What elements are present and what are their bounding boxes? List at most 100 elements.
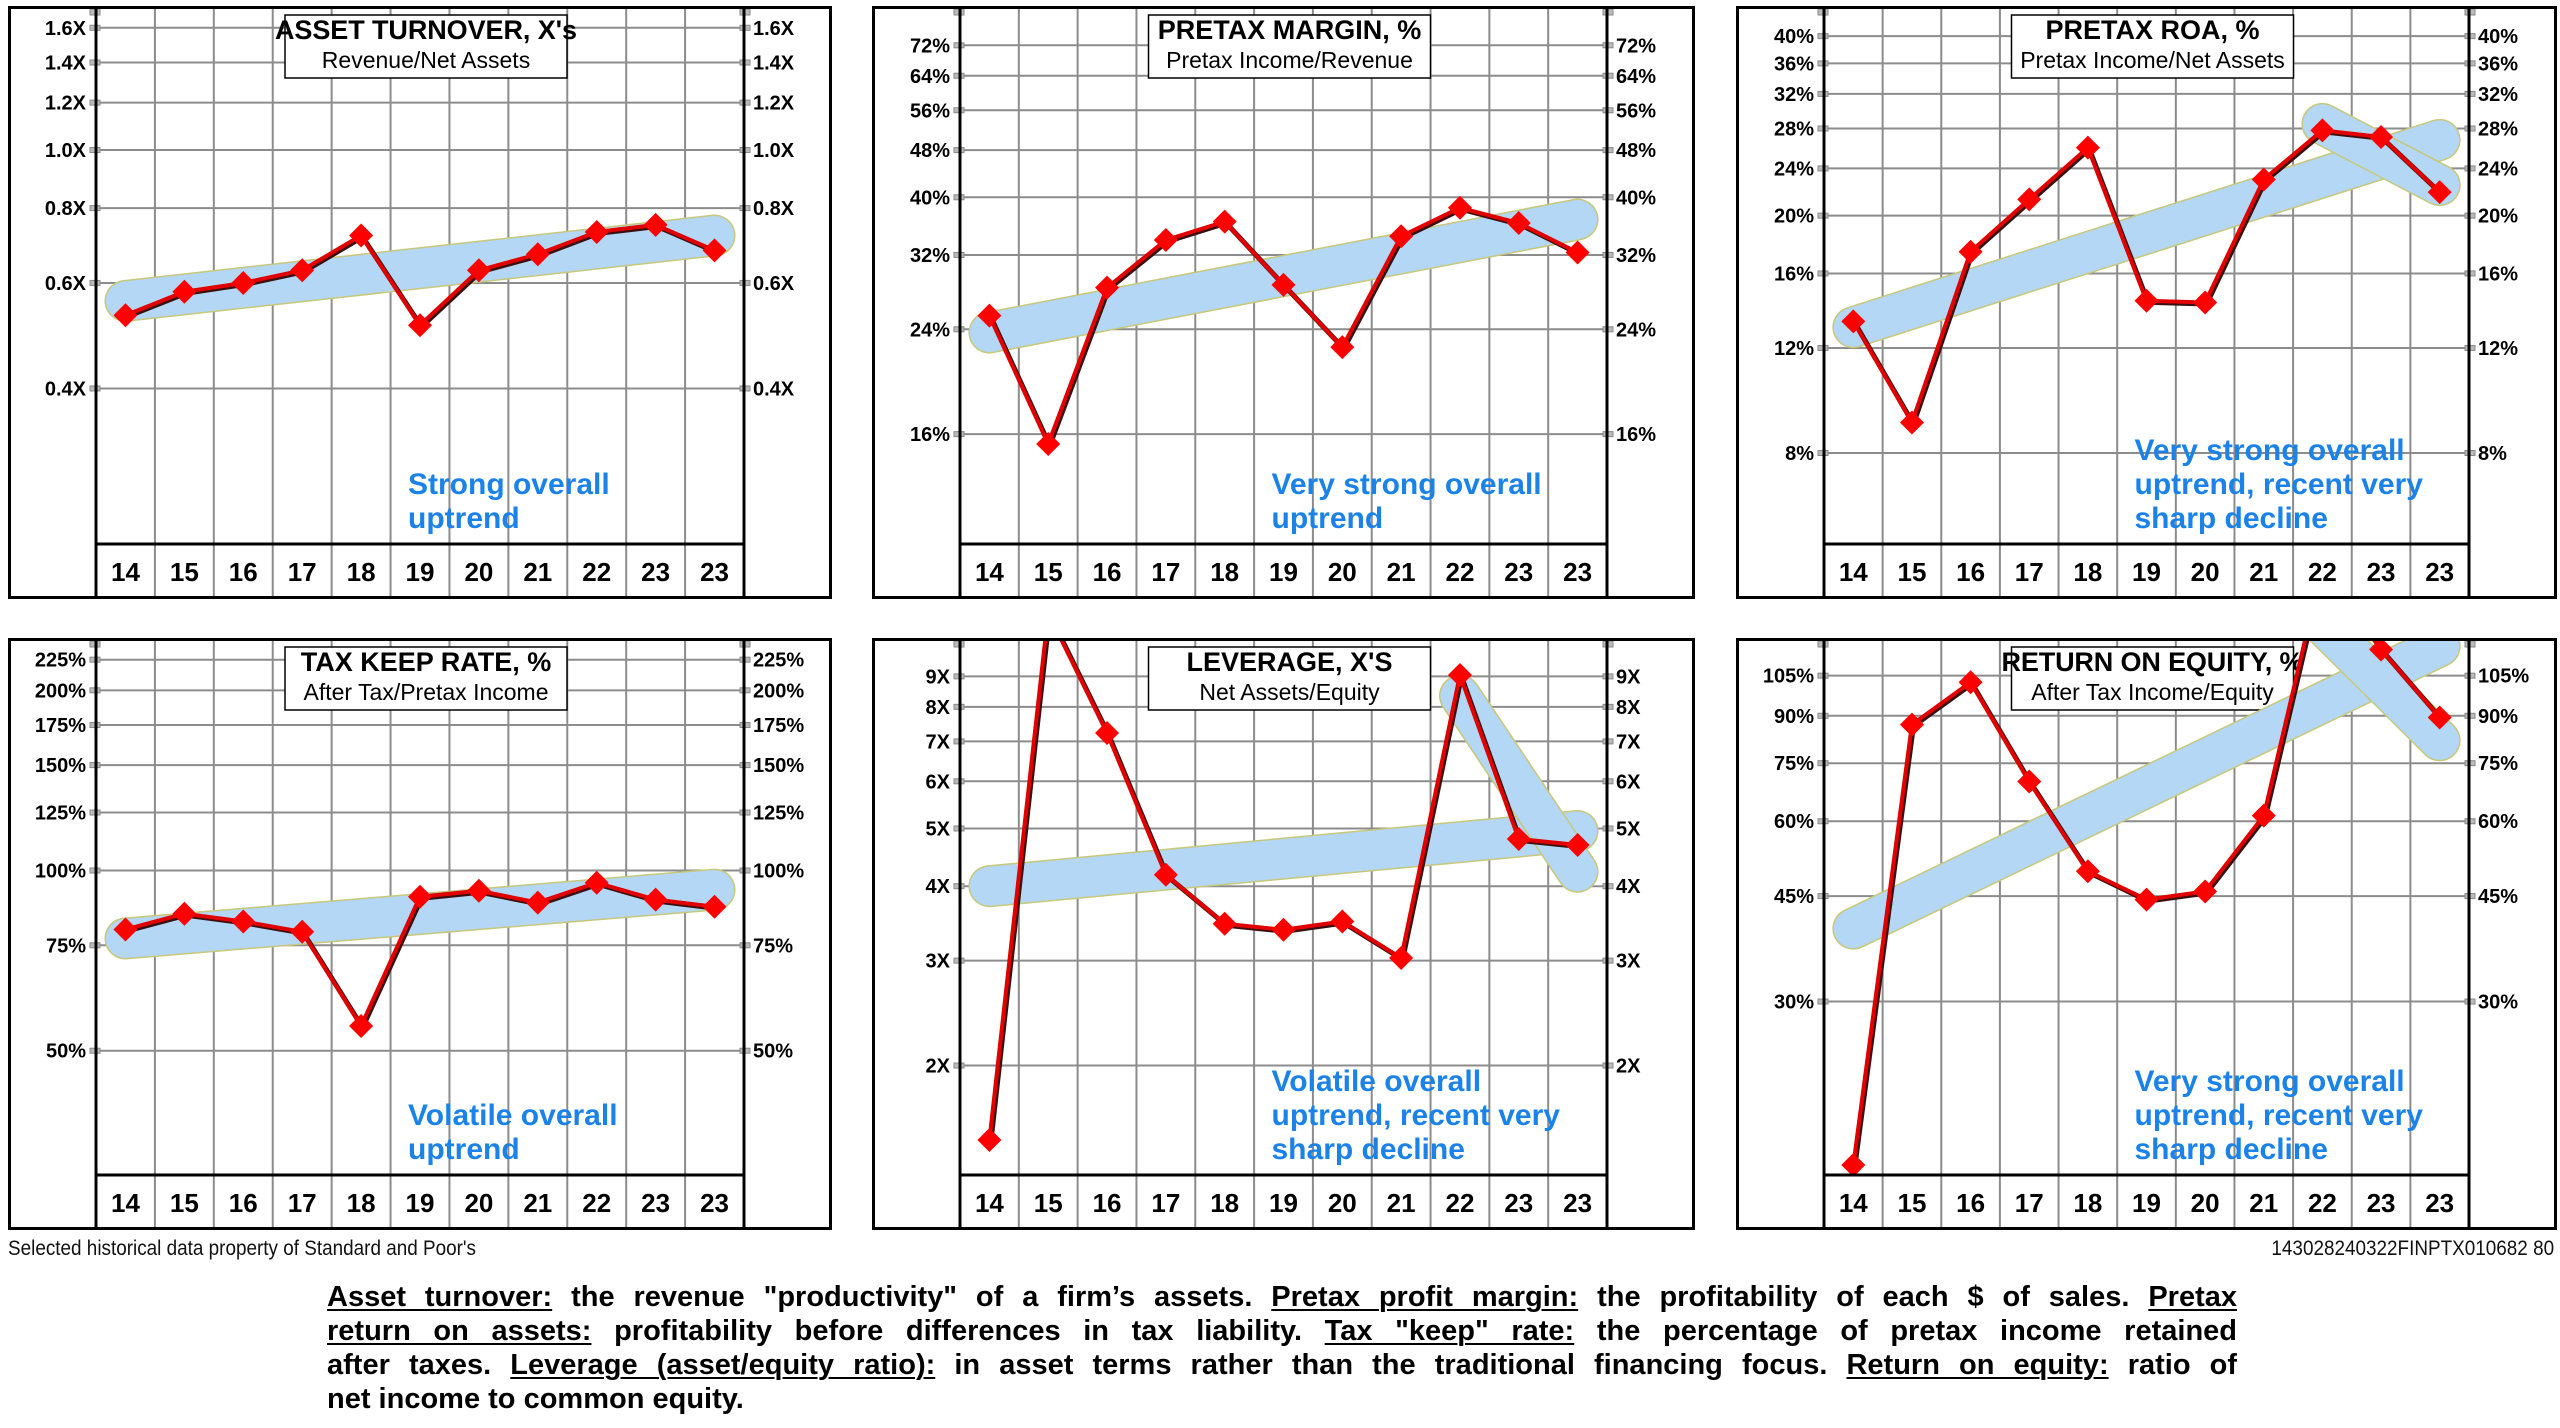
data-point-marker: [1271, 917, 1296, 942]
data-point-marker: [2427, 705, 2452, 730]
data-point-marker: [2193, 879, 2218, 904]
glossary-term: Leverage (asset/equity ratio):: [510, 1349, 936, 1381]
y-tick-label-right: 56%: [1616, 100, 1656, 122]
y-tick-label-left: 45%: [1774, 886, 1814, 908]
y-tick-label-right: 225%: [753, 650, 804, 672]
data-point-marker: [525, 242, 550, 267]
y-tick-label-right: 36%: [2478, 53, 2518, 75]
x-tick-label: 22: [2308, 557, 2337, 587]
data-point-marker: [113, 303, 138, 328]
y-tick-label-left: 0.8X: [45, 198, 87, 220]
y-tick-label-right: 40%: [2478, 26, 2518, 48]
data-point-marker: [231, 909, 256, 934]
data-point-marker: [1212, 911, 1237, 936]
x-tick-label: 15: [1034, 557, 1063, 587]
chart-title: RETURN ON EQUITY, %: [2002, 647, 2304, 677]
data-point-marker: [702, 238, 727, 263]
y-tick-label-left: 12%: [1774, 338, 1814, 360]
x-tick-label: 18: [347, 1188, 376, 1218]
y-tick-label-left: 90%: [1774, 706, 1814, 728]
y-tick-label-right: 32%: [1616, 245, 1656, 267]
y-tick-label-right: 3X: [1616, 951, 1641, 973]
trend-annotation-line: uptrend, recent very: [1272, 1099, 1561, 1132]
y-tick-label-left: 64%: [910, 66, 950, 88]
chart-title: LEVERAGE, X'S: [1187, 647, 1393, 677]
x-tick-label: 19: [2132, 1188, 2161, 1218]
trend-band: [105, 870, 735, 958]
data-point-marker: [1899, 410, 1924, 435]
y-tick-label-right: 12%: [2478, 338, 2518, 360]
data-point-marker: [1565, 240, 1590, 265]
x-tick-label: 18: [1210, 1188, 1239, 1218]
glossary-text: profitability before differences in tax …: [591, 1315, 1325, 1347]
x-tick-label: 23: [700, 557, 729, 587]
data-point-marker: [1153, 228, 1178, 253]
y-tick-label-left: 0.4X: [45, 378, 87, 400]
data-point-marker: [1447, 662, 1472, 687]
y-tick-label-right: 32%: [2478, 84, 2518, 106]
x-tick-label: 16: [1956, 557, 1985, 587]
chart-title: TAX KEEP RATE, %: [301, 647, 552, 677]
x-tick-label: 22: [582, 1188, 611, 1218]
trend-annotation-line: uptrend, recent very: [2135, 468, 2424, 501]
y-tick-label-left: 225%: [35, 650, 86, 672]
y-tick-label-left: 32%: [910, 245, 950, 267]
y-tick-label-right: 45%: [2478, 886, 2518, 908]
y-tick-label-right: 5X: [1616, 818, 1641, 840]
x-tick-label: 22: [1445, 557, 1474, 587]
y-tick-label-left: 16%: [1774, 263, 1814, 285]
chart-pretax-margin: 72% 72% 64% 64% 56% 56% 48% 48% 40% 40% 32% 32% 24% 2…: [872, 6, 1695, 599]
panel-border: [1736, 6, 2557, 599]
data-point-marker: [466, 878, 491, 903]
y-tick-label-left: 1.6X: [45, 18, 87, 40]
data-point-marker: [1958, 239, 1983, 264]
x-tick-label: 23: [700, 1188, 729, 1218]
data-point-marker: [408, 313, 432, 338]
data-point-marker: [1153, 862, 1178, 887]
y-tick-label-left: 40%: [1774, 26, 1814, 48]
chart-subtitle: Pretax Income/Net Assets: [2020, 47, 2285, 73]
data-point-marker: [290, 919, 315, 944]
x-tick-label: 23: [2367, 1188, 2396, 1218]
panel-frame: [872, 6, 1695, 599]
data-point-marker: [2134, 887, 2159, 912]
panel-border: [872, 638, 1695, 1230]
data-point-marker: [2251, 167, 2276, 192]
y-tick-label-right: 1.6X: [753, 18, 795, 40]
y-tick-label-right: 6X: [1616, 771, 1641, 793]
plot-area: [968, 195, 1599, 457]
y-tick-label-left: 8X: [926, 697, 951, 719]
x-tick-label: 16: [1093, 1188, 1122, 1218]
glossary-text: after taxes.: [327, 1349, 511, 1381]
glossary-text: in asset terms rather than the tradition…: [935, 1349, 1847, 1381]
data-point-marker: [1330, 335, 1355, 360]
data-point-marker: [643, 887, 668, 912]
data-point-marker: [1389, 946, 1414, 971]
x-tick-label: 19: [2132, 557, 2161, 587]
y-tick-label-right: 2X: [1616, 1056, 1641, 1078]
x-tick-label: 17: [2015, 557, 2044, 587]
y-tick-label-right: 125%: [753, 803, 804, 825]
x-tick-label: 14: [1839, 557, 1868, 587]
trend-annotation-line: Volatile overall: [408, 1099, 618, 1132]
x-tick-label: 23: [641, 1188, 670, 1218]
y-tick-label-left: 4X: [926, 876, 951, 898]
y-tick-label-left: 6X: [926, 771, 951, 793]
y-tick-label-left: 36%: [1774, 53, 1814, 75]
x-tick-label: 18: [2073, 557, 2102, 587]
glossary-paragraph: Asset turnover: the revenue "productivit…: [327, 1280, 2237, 1416]
x-tick-label: 18: [347, 557, 376, 587]
y-tick-label-left: 100%: [35, 861, 86, 883]
y-tick-label-left: 48%: [910, 140, 950, 162]
x-tick-label: 17: [288, 557, 317, 587]
title-box: [1147, 646, 1432, 711]
x-tick-label: 21: [1387, 1188, 1416, 1218]
y-tick-label-left: 1.2X: [45, 93, 87, 115]
y-tick-label-right: 24%: [2478, 158, 2518, 180]
x-tick-label: 23: [1563, 557, 1592, 587]
y-tick-label-right: 64%: [1616, 66, 1656, 88]
plot-area: [1832, 102, 2461, 435]
y-tick-label-right: 100%: [753, 861, 804, 883]
data-point-marker: [2193, 290, 2218, 315]
data-point-marker: [2369, 124, 2394, 149]
